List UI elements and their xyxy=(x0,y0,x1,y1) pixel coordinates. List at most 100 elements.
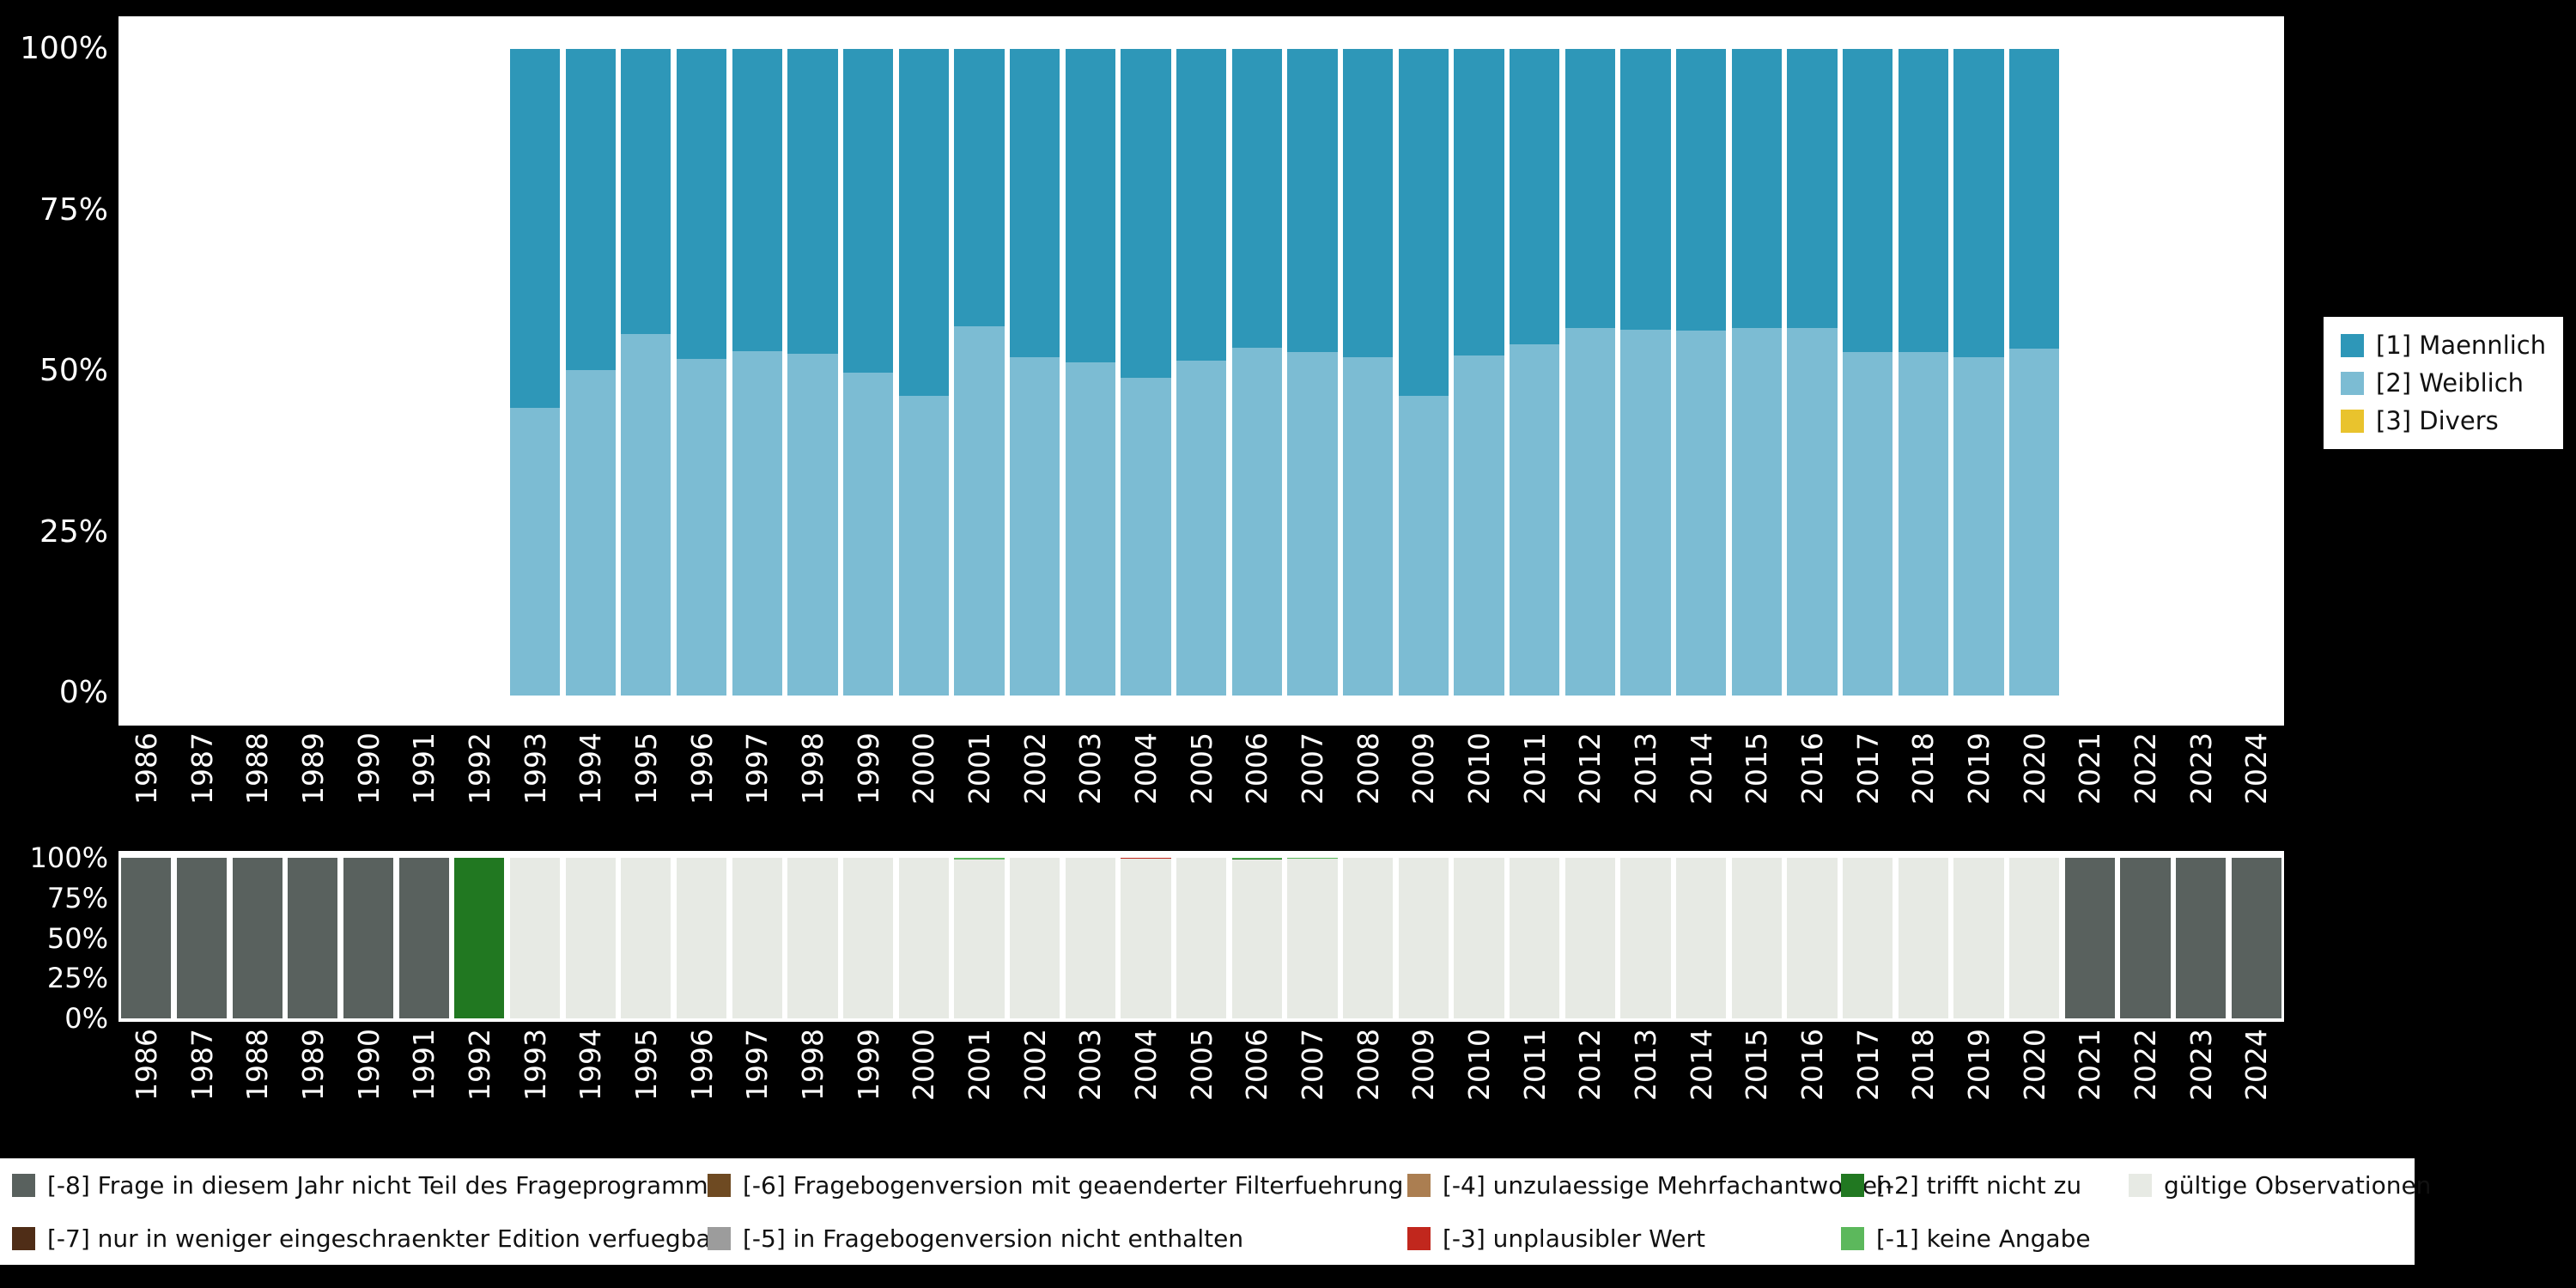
segment-male-1994 xyxy=(566,49,616,370)
x-tick: 2021 xyxy=(2063,1029,2118,1132)
x-tick: 2024 xyxy=(2229,1029,2285,1132)
x-tick: 1989 xyxy=(285,1029,341,1132)
gender-bar-1999 xyxy=(843,49,893,696)
x-tick-label-2012: 2012 xyxy=(1576,732,1604,805)
legend-item-miss6: [-6] Fragebogenversion mit geaenderter F… xyxy=(708,1171,1407,1200)
missing-bar-2003 xyxy=(1066,858,1115,1018)
x-tick-label-2004: 2004 xyxy=(1132,732,1160,805)
gender-bar-2008 xyxy=(1343,49,1393,696)
x-tick-label-2007: 2007 xyxy=(1298,732,1327,805)
missing-bar-2012 xyxy=(1565,858,1615,1018)
segment-male-1993 xyxy=(510,49,560,408)
missing-bar-slot-2004 xyxy=(1118,858,1174,1018)
segment-male-2008 xyxy=(1343,49,1393,357)
x-tick-label-2024: 2024 xyxy=(2242,1029,2270,1101)
segment-female-1999 xyxy=(843,373,893,696)
x-tick: 2019 xyxy=(1951,732,2007,831)
x-tick-label-1986: 1986 xyxy=(132,1029,161,1101)
bar-slot-2019 xyxy=(1951,49,2007,696)
y-tick-label: 100% xyxy=(20,33,108,65)
bar-slot-1992 xyxy=(452,49,507,696)
y-tick-label: 0% xyxy=(59,677,108,709)
x-tick-label-1997: 1997 xyxy=(743,1029,771,1101)
missing-bar-1989 xyxy=(288,858,337,1018)
legend-item-miss5: [-5] in Fragebogenversion nicht enthalte… xyxy=(708,1224,1407,1253)
x-tick: 1987 xyxy=(174,732,230,831)
segment-valid-2010 xyxy=(1454,858,1504,1018)
x-tick: 1999 xyxy=(841,732,896,831)
missing-bar-1994 xyxy=(566,858,616,1018)
bar-slot-2009 xyxy=(1395,49,1451,696)
segment-valid-2015 xyxy=(1732,858,1782,1018)
bar-slot-2006 xyxy=(1229,49,1285,696)
x-tick: 2012 xyxy=(1562,732,1618,831)
x-tick-label-2006: 2006 xyxy=(1242,1029,1271,1101)
x-tick: 2004 xyxy=(1118,1029,1174,1132)
segment-male-2017 xyxy=(1843,49,1893,352)
x-tick: 2013 xyxy=(1618,1029,1674,1132)
segment-male-1999 xyxy=(843,49,893,373)
x-tick-label-2010: 2010 xyxy=(1465,732,1493,805)
missing-bar-slot-1998 xyxy=(785,858,841,1018)
y-tick-label: 75% xyxy=(47,884,108,913)
gender-bar-1997 xyxy=(732,49,782,696)
missing-bar-2009 xyxy=(1399,858,1449,1018)
missing-bar-slot-2018 xyxy=(1896,858,1952,1018)
missing-bar-slot-1986 xyxy=(118,858,174,1018)
bottom-chart-x-axis: 1986198719881989199019911992199319941995… xyxy=(118,1029,2284,1132)
gender-bar-2014 xyxy=(1676,49,1726,696)
segment-female-1995 xyxy=(621,334,671,696)
x-tick: 2009 xyxy=(1395,1029,1451,1132)
gender-bar-1995 xyxy=(621,49,671,696)
x-tick: 2007 xyxy=(1285,1029,1340,1132)
bar-slot-2007 xyxy=(1285,49,1340,696)
x-tick-label-2013: 2013 xyxy=(1631,732,1660,805)
missing-bar-slot-2020 xyxy=(2007,858,2063,1018)
legend-swatch-miss1 xyxy=(1841,1227,1864,1250)
bar-slot-2022 xyxy=(2117,49,2173,696)
segment-female-2015 xyxy=(1732,328,1782,696)
missing-bar-2006 xyxy=(1232,858,1282,1018)
legend-label-miss1: [-1] keine Angabe xyxy=(1876,1224,2091,1253)
x-tick: 2013 xyxy=(1618,732,1674,831)
legend-swatch-divers xyxy=(2341,410,2364,433)
x-tick: 2010 xyxy=(1451,1029,1507,1132)
legend-item-female: [2] Weiblich xyxy=(2341,368,2546,398)
x-tick-label-2002: 2002 xyxy=(1021,1029,1049,1101)
legend-swatch-miss6 xyxy=(708,1174,731,1197)
segment-female-2016 xyxy=(1787,328,1837,696)
bar-slot-2024 xyxy=(2229,49,2285,696)
missing-bar-slot-2005 xyxy=(1174,858,1230,1018)
missing-bar-slot-2008 xyxy=(1340,858,1396,1018)
x-tick: 2024 xyxy=(2229,732,2285,831)
legend-label-miss7: [-7] nur in weniger eingeschraenkter Edi… xyxy=(47,1224,720,1253)
missing-bar-2022 xyxy=(2120,858,2170,1018)
y-tick-label: 0% xyxy=(64,1004,108,1033)
segment-male-2015 xyxy=(1732,49,1782,328)
x-tick-label-1991: 1991 xyxy=(410,732,438,805)
bar-slot-1989 xyxy=(285,49,341,696)
segment-male-2018 xyxy=(1899,49,1948,352)
segment-female-2012 xyxy=(1565,328,1615,696)
missing-bar-2016 xyxy=(1787,858,1837,1018)
legend-item-miss1: [-1] keine Angabe xyxy=(1841,1224,2129,1253)
missing-bar-1993 xyxy=(510,858,560,1018)
gender-bar-2020 xyxy=(2009,49,2059,696)
segment-valid-2003 xyxy=(1066,858,1115,1018)
x-tick-label-2020: 2020 xyxy=(2020,1029,2049,1101)
x-tick-label-1997: 1997 xyxy=(743,732,771,805)
bar-slot-2002 xyxy=(1007,49,1063,696)
segment-valid-1997 xyxy=(732,858,782,1018)
segment-female-2014 xyxy=(1676,331,1726,696)
x-tick: 1988 xyxy=(229,1029,285,1132)
missing-bar-slot-2024 xyxy=(2229,858,2285,1018)
x-tick: 2003 xyxy=(1062,1029,1118,1132)
missing-bar-2015 xyxy=(1732,858,1782,1018)
x-tick: 2016 xyxy=(1784,1029,1840,1132)
segment-male-2002 xyxy=(1010,49,1060,357)
gender-bar-1998 xyxy=(787,49,837,696)
segment-female-2020 xyxy=(2009,349,2059,696)
x-tick-label-2023: 2023 xyxy=(2187,1029,2215,1101)
x-tick: 1991 xyxy=(396,1029,452,1132)
legend-swatch-miss8 xyxy=(12,1174,35,1197)
